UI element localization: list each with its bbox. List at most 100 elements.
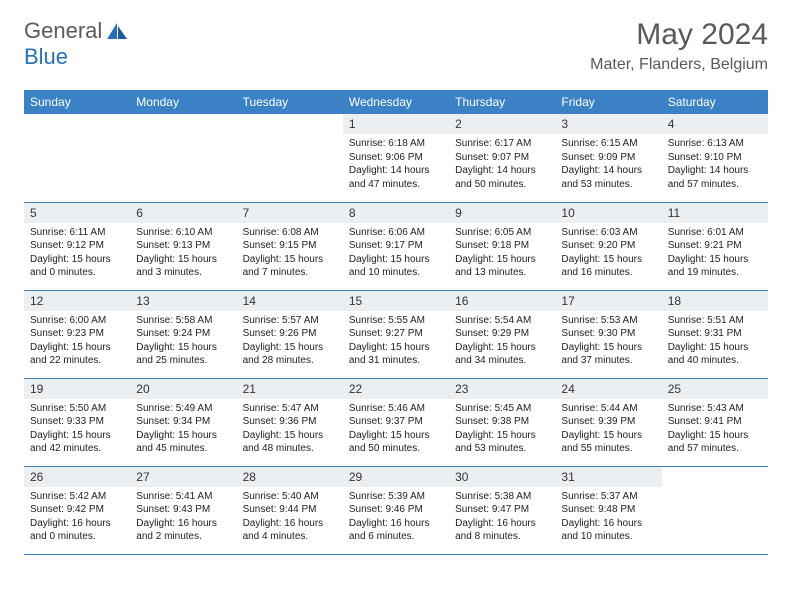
day-number: 16 bbox=[449, 291, 555, 311]
day-details: Sunrise: 6:11 AMSunset: 9:12 PMDaylight:… bbox=[24, 223, 130, 284]
day-number: 20 bbox=[130, 379, 236, 399]
logo-text-blue: Blue bbox=[24, 44, 68, 69]
calendar-cell: 29Sunrise: 5:39 AMSunset: 9:46 PMDayligh… bbox=[343, 466, 449, 554]
day-details: Sunrise: 6:17 AMSunset: 9:07 PMDaylight:… bbox=[449, 134, 555, 195]
weekday-header: Tuesday bbox=[237, 90, 343, 114]
day-details: Sunrise: 5:49 AMSunset: 9:34 PMDaylight:… bbox=[130, 399, 236, 460]
day-details: Sunrise: 5:45 AMSunset: 9:38 PMDaylight:… bbox=[449, 399, 555, 460]
day-details: Sunrise: 5:44 AMSunset: 9:39 PMDaylight:… bbox=[555, 399, 661, 460]
day-details: Sunrise: 5:58 AMSunset: 9:24 PMDaylight:… bbox=[130, 311, 236, 372]
calendar-cell bbox=[24, 114, 130, 202]
calendar-table: SundayMondayTuesdayWednesdayThursdayFrid… bbox=[24, 90, 768, 555]
month-title: May 2024 bbox=[590, 18, 768, 52]
calendar-cell: 26Sunrise: 5:42 AMSunset: 9:42 PMDayligh… bbox=[24, 466, 130, 554]
logo: General bbox=[24, 18, 130, 44]
calendar-cell: 12Sunrise: 6:00 AMSunset: 9:23 PMDayligh… bbox=[24, 290, 130, 378]
calendar-cell: 1Sunrise: 6:18 AMSunset: 9:06 PMDaylight… bbox=[343, 114, 449, 202]
day-number: 27 bbox=[130, 467, 236, 487]
day-details: Sunrise: 5:50 AMSunset: 9:33 PMDaylight:… bbox=[24, 399, 130, 460]
calendar-cell: 3Sunrise: 6:15 AMSunset: 9:09 PMDaylight… bbox=[555, 114, 661, 202]
calendar-cell: 23Sunrise: 5:45 AMSunset: 9:38 PMDayligh… bbox=[449, 378, 555, 466]
calendar-cell: 24Sunrise: 5:44 AMSunset: 9:39 PMDayligh… bbox=[555, 378, 661, 466]
calendar-cell bbox=[662, 466, 768, 554]
calendar-cell: 30Sunrise: 5:38 AMSunset: 9:47 PMDayligh… bbox=[449, 466, 555, 554]
day-number: 26 bbox=[24, 467, 130, 487]
calendar-cell: 13Sunrise: 5:58 AMSunset: 9:24 PMDayligh… bbox=[130, 290, 236, 378]
calendar-cell: 2Sunrise: 6:17 AMSunset: 9:07 PMDaylight… bbox=[449, 114, 555, 202]
calendar-cell bbox=[130, 114, 236, 202]
day-number: 25 bbox=[662, 379, 768, 399]
day-details: Sunrise: 6:05 AMSunset: 9:18 PMDaylight:… bbox=[449, 223, 555, 284]
day-number: 7 bbox=[237, 203, 343, 223]
weekday-header: Wednesday bbox=[343, 90, 449, 114]
day-number: 11 bbox=[662, 203, 768, 223]
calendar-cell: 17Sunrise: 5:53 AMSunset: 9:30 PMDayligh… bbox=[555, 290, 661, 378]
calendar-cell: 11Sunrise: 6:01 AMSunset: 9:21 PMDayligh… bbox=[662, 202, 768, 290]
calendar-cell bbox=[237, 114, 343, 202]
day-number: 31 bbox=[555, 467, 661, 487]
day-details: Sunrise: 6:00 AMSunset: 9:23 PMDaylight:… bbox=[24, 311, 130, 372]
day-details: Sunrise: 5:57 AMSunset: 9:26 PMDaylight:… bbox=[237, 311, 343, 372]
weekday-header: Sunday bbox=[24, 90, 130, 114]
day-details: Sunrise: 5:42 AMSunset: 9:42 PMDaylight:… bbox=[24, 487, 130, 548]
day-number: 21 bbox=[237, 379, 343, 399]
weekday-header: Monday bbox=[130, 90, 236, 114]
day-number: 28 bbox=[237, 467, 343, 487]
day-number: 12 bbox=[24, 291, 130, 311]
day-number: 9 bbox=[449, 203, 555, 223]
day-details: Sunrise: 6:08 AMSunset: 9:15 PMDaylight:… bbox=[237, 223, 343, 284]
weekday-header: Friday bbox=[555, 90, 661, 114]
calendar-cell: 6Sunrise: 6:10 AMSunset: 9:13 PMDaylight… bbox=[130, 202, 236, 290]
day-number: 3 bbox=[555, 114, 661, 134]
day-details: Sunrise: 5:43 AMSunset: 9:41 PMDaylight:… bbox=[662, 399, 768, 460]
day-details: Sunrise: 5:37 AMSunset: 9:48 PMDaylight:… bbox=[555, 487, 661, 548]
day-details: Sunrise: 6:06 AMSunset: 9:17 PMDaylight:… bbox=[343, 223, 449, 284]
day-details: Sunrise: 5:53 AMSunset: 9:30 PMDaylight:… bbox=[555, 311, 661, 372]
day-number: 5 bbox=[24, 203, 130, 223]
calendar-cell: 9Sunrise: 6:05 AMSunset: 9:18 PMDaylight… bbox=[449, 202, 555, 290]
day-number: 4 bbox=[662, 114, 768, 134]
logo-text-general: General bbox=[24, 18, 102, 44]
calendar-row: 19Sunrise: 5:50 AMSunset: 9:33 PMDayligh… bbox=[24, 378, 768, 466]
calendar-cell: 4Sunrise: 6:13 AMSunset: 9:10 PMDaylight… bbox=[662, 114, 768, 202]
day-number: 13 bbox=[130, 291, 236, 311]
calendar-body: 1Sunrise: 6:18 AMSunset: 9:06 PMDaylight… bbox=[24, 114, 768, 554]
day-details: Sunrise: 5:38 AMSunset: 9:47 PMDaylight:… bbox=[449, 487, 555, 548]
day-details: Sunrise: 6:13 AMSunset: 9:10 PMDaylight:… bbox=[662, 134, 768, 195]
logo-sail-icon bbox=[106, 22, 128, 40]
calendar-cell: 21Sunrise: 5:47 AMSunset: 9:36 PMDayligh… bbox=[237, 378, 343, 466]
calendar-header-row: SundayMondayTuesdayWednesdayThursdayFrid… bbox=[24, 90, 768, 114]
weekday-header: Thursday bbox=[449, 90, 555, 114]
day-details: Sunrise: 5:51 AMSunset: 9:31 PMDaylight:… bbox=[662, 311, 768, 372]
day-number: 29 bbox=[343, 467, 449, 487]
day-details: Sunrise: 6:01 AMSunset: 9:21 PMDaylight:… bbox=[662, 223, 768, 284]
day-details: Sunrise: 5:39 AMSunset: 9:46 PMDaylight:… bbox=[343, 487, 449, 548]
calendar-cell: 22Sunrise: 5:46 AMSunset: 9:37 PMDayligh… bbox=[343, 378, 449, 466]
calendar-row: 1Sunrise: 6:18 AMSunset: 9:06 PMDaylight… bbox=[24, 114, 768, 202]
day-details: Sunrise: 6:10 AMSunset: 9:13 PMDaylight:… bbox=[130, 223, 236, 284]
location-label: Mater, Flanders, Belgium bbox=[590, 56, 768, 74]
calendar-cell: 14Sunrise: 5:57 AMSunset: 9:26 PMDayligh… bbox=[237, 290, 343, 378]
day-number: 14 bbox=[237, 291, 343, 311]
day-number: 6 bbox=[130, 203, 236, 223]
title-block: May 2024 Mater, Flanders, Belgium bbox=[590, 18, 768, 74]
day-number: 10 bbox=[555, 203, 661, 223]
calendar-cell: 16Sunrise: 5:54 AMSunset: 9:29 PMDayligh… bbox=[449, 290, 555, 378]
calendar-cell: 7Sunrise: 6:08 AMSunset: 9:15 PMDaylight… bbox=[237, 202, 343, 290]
calendar-cell: 18Sunrise: 5:51 AMSunset: 9:31 PMDayligh… bbox=[662, 290, 768, 378]
calendar-cell: 8Sunrise: 6:06 AMSunset: 9:17 PMDaylight… bbox=[343, 202, 449, 290]
day-details: Sunrise: 5:55 AMSunset: 9:27 PMDaylight:… bbox=[343, 311, 449, 372]
weekday-header: Saturday bbox=[662, 90, 768, 114]
day-number: 18 bbox=[662, 291, 768, 311]
day-number: 30 bbox=[449, 467, 555, 487]
day-number: 15 bbox=[343, 291, 449, 311]
calendar-row: 5Sunrise: 6:11 AMSunset: 9:12 PMDaylight… bbox=[24, 202, 768, 290]
day-details: Sunrise: 6:03 AMSunset: 9:20 PMDaylight:… bbox=[555, 223, 661, 284]
day-number: 23 bbox=[449, 379, 555, 399]
day-number: 19 bbox=[24, 379, 130, 399]
calendar-row: 12Sunrise: 6:00 AMSunset: 9:23 PMDayligh… bbox=[24, 290, 768, 378]
day-details: Sunrise: 5:54 AMSunset: 9:29 PMDaylight:… bbox=[449, 311, 555, 372]
day-details: Sunrise: 5:40 AMSunset: 9:44 PMDaylight:… bbox=[237, 487, 343, 548]
header: General May 2024 Mater, Flanders, Belgiu… bbox=[0, 0, 792, 80]
day-details: Sunrise: 5:46 AMSunset: 9:37 PMDaylight:… bbox=[343, 399, 449, 460]
